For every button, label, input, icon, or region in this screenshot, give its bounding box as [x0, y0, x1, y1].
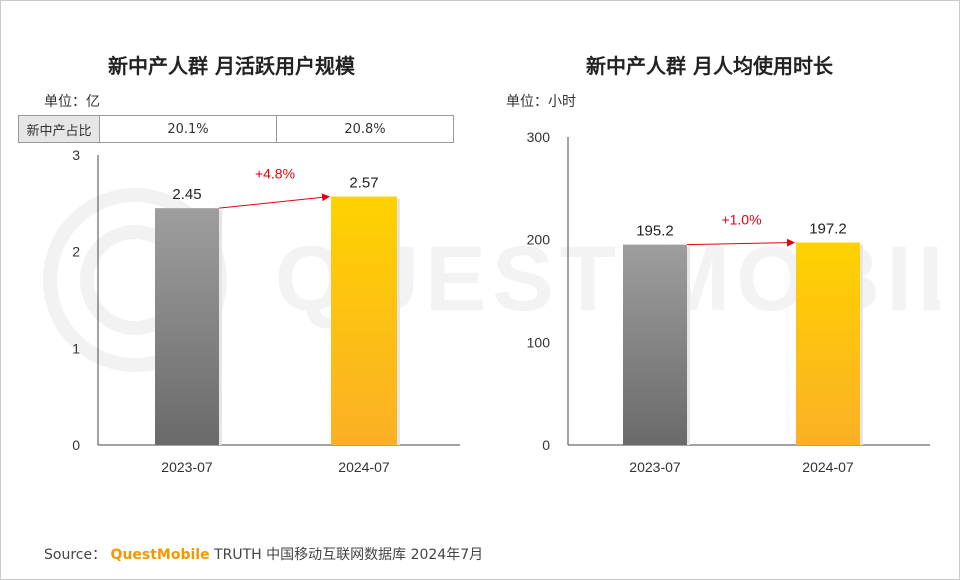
left-bar-2024-07 — [331, 196, 397, 445]
right-x-tick-label: 2024-07 — [802, 459, 854, 475]
share-table: 新中产占比 20.1% 20.8% — [18, 115, 454, 143]
share-row: 新中产占比 20.1% 20.8% — [18, 115, 454, 143]
share-value-2024: 20.8% — [276, 115, 454, 143]
left-unit-label: 单位：亿 — [44, 94, 100, 110]
left-bar-value-label: 2.45 — [172, 186, 201, 203]
right-growth-label: +1.0% — [721, 212, 761, 228]
left-growth-label: +4.8% — [255, 166, 295, 182]
right-x-tick-label: 2023-07 — [629, 459, 681, 475]
left-bar-value-label: 2.57 — [349, 175, 378, 192]
right-bar-2023-07 — [623, 244, 687, 445]
source-rest: TRUTH 中国移动互联网数据库 2024年7月 — [214, 547, 484, 563]
right-y-tick-label: 0 — [542, 437, 550, 453]
source-brand: QuestMobile — [110, 547, 210, 563]
left-bar-2023-07 — [155, 208, 219, 445]
left-x-tick-label: 2023-07 — [161, 459, 213, 475]
right-y-tick-label: 100 — [527, 334, 551, 350]
right-bar-value-label: 197.2 — [809, 221, 847, 238]
right-chart-title: 新中产人群 月人均使用时长 — [586, 54, 833, 78]
left-chart-title: 新中产人群 月活跃用户规模 — [108, 54, 355, 78]
left-y-tick-label: 0 — [72, 437, 80, 453]
right-growth-arrow — [686, 238, 795, 247]
left-x-tick-label: 2024-07 — [338, 459, 390, 475]
left-y-tick-label: 3 — [72, 147, 80, 163]
left-growth-arrow — [218, 193, 330, 209]
right-y-tick-label: 300 — [527, 129, 551, 145]
source-prefix: Source： — [44, 547, 107, 563]
right-unit-label: 单位：小时 — [506, 94, 576, 110]
right-bar-2024-07 — [796, 242, 860, 445]
left-y-tick-label: 1 — [72, 340, 80, 356]
right-bar-value-label: 195.2 — [636, 223, 674, 240]
right-y-tick-label: 200 — [527, 232, 551, 248]
left-y-tick-label: 2 — [72, 244, 80, 260]
source-note: Source： QuestMobile TRUTH 中国移动互联网数据库 202… — [44, 544, 483, 564]
